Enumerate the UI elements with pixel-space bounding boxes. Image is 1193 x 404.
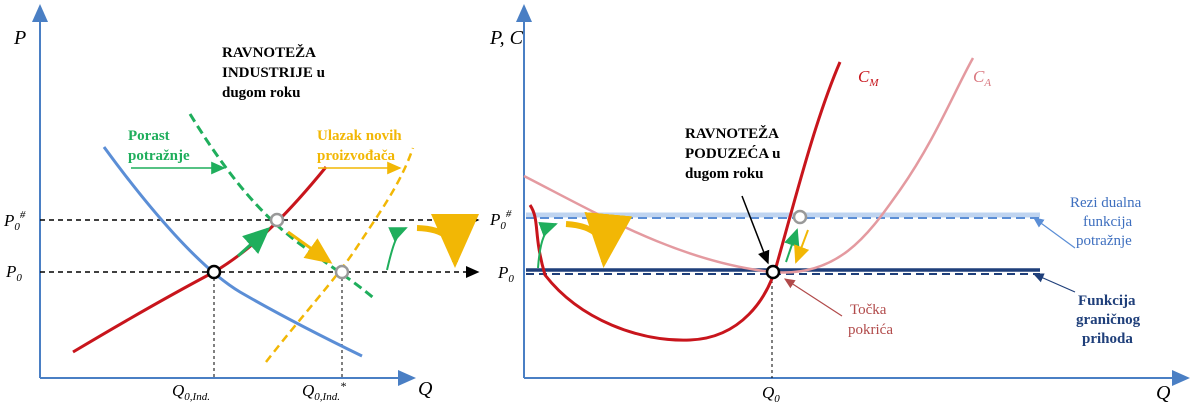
right-q-label: Q0	[762, 383, 780, 404]
cm-label: CM	[858, 67, 879, 89]
residual-demand-label-2: funkcija	[1083, 214, 1132, 230]
break-even-pointer	[783, 278, 843, 317]
break-even-label-1: Točka	[850, 302, 887, 318]
firm-short-run-point	[792, 209, 808, 225]
right-p-high-label: P0#	[489, 208, 512, 232]
left-y-axis-label: P	[13, 27, 26, 49]
right-p-low-label: P0	[497, 263, 514, 285]
right-title-line-3: dugom roku	[685, 166, 764, 182]
industry-panel: P Q RAVNOTEŽA INDUSTRIJE u dugom roku Po…	[3, 4, 480, 403]
marginal-cost-curve	[528, 61, 842, 342]
firm-panel: P, C Q CM CA RAVNOTEŽA	[489, 4, 1190, 404]
marginal-revenue-label-3: prihoda	[1082, 331, 1133, 347]
break-even-label-2: pokrića	[848, 322, 893, 338]
firm-title-pointer	[741, 195, 770, 265]
initial-equilibrium-point	[206, 264, 222, 280]
left-title-line-3: dugom roku	[222, 85, 301, 101]
marginal-revenue-pointer	[1032, 273, 1076, 293]
demand-shift-label-2: potražnje	[128, 148, 190, 164]
left-x-axis-label: Q	[418, 378, 433, 400]
supply-shift-label-2: proizvođača	[317, 148, 396, 164]
right-x-axis-label: Q	[1156, 382, 1171, 404]
long-run-equilibrium-point	[334, 264, 350, 280]
right-title-line-1: RAVNOTEŽA	[685, 125, 779, 142]
residual-demand-pointer	[1033, 217, 1076, 249]
left-title-line-1: RAVNOTEŽA	[222, 44, 316, 61]
left-q-high-label: Q0,Ind.*	[302, 379, 346, 403]
marginal-revenue-label-1: Funkcija	[1078, 293, 1136, 309]
path-up-arrow	[236, 226, 271, 258]
supply-shift-label-1: Ulazak novih	[317, 128, 402, 144]
short-run-equilibrium-point	[269, 212, 285, 228]
left-title-line-2: INDUSTRIJE u	[222, 65, 325, 81]
ca-label: CA	[973, 67, 991, 89]
left-q-low-label: Q0,Ind.	[172, 381, 210, 403]
firm-price-rise-arrow	[537, 221, 558, 269]
right-title-line-2: PODUZEĆA u	[685, 145, 780, 162]
path-down-arrow	[287, 230, 333, 264]
residual-demand-label-1: Rezi dualna	[1070, 195, 1142, 211]
new-demand-curve	[188, 113, 377, 302]
price-rise-arrow	[386, 227, 408, 271]
demand-shift-label-1: Porast	[128, 128, 170, 144]
price-fall-arrow	[416, 213, 479, 268]
firm-equilibrium-point	[765, 264, 781, 280]
right-y-axis-label: P, C	[489, 27, 524, 49]
left-p-high-label: P0#	[3, 209, 26, 233]
firm-price-fall-arrow	[565, 212, 633, 268]
firm-output-up-arrow	[784, 228, 800, 263]
left-p-low-label: P0	[5, 262, 22, 284]
original-demand-curve	[102, 146, 363, 358]
firm-output-down-arrow	[794, 229, 810, 264]
new-supply-curve	[265, 147, 415, 363]
marginal-revenue-label-2: graničnog	[1076, 312, 1141, 328]
residual-demand-label-3: potražnje	[1076, 233, 1132, 249]
